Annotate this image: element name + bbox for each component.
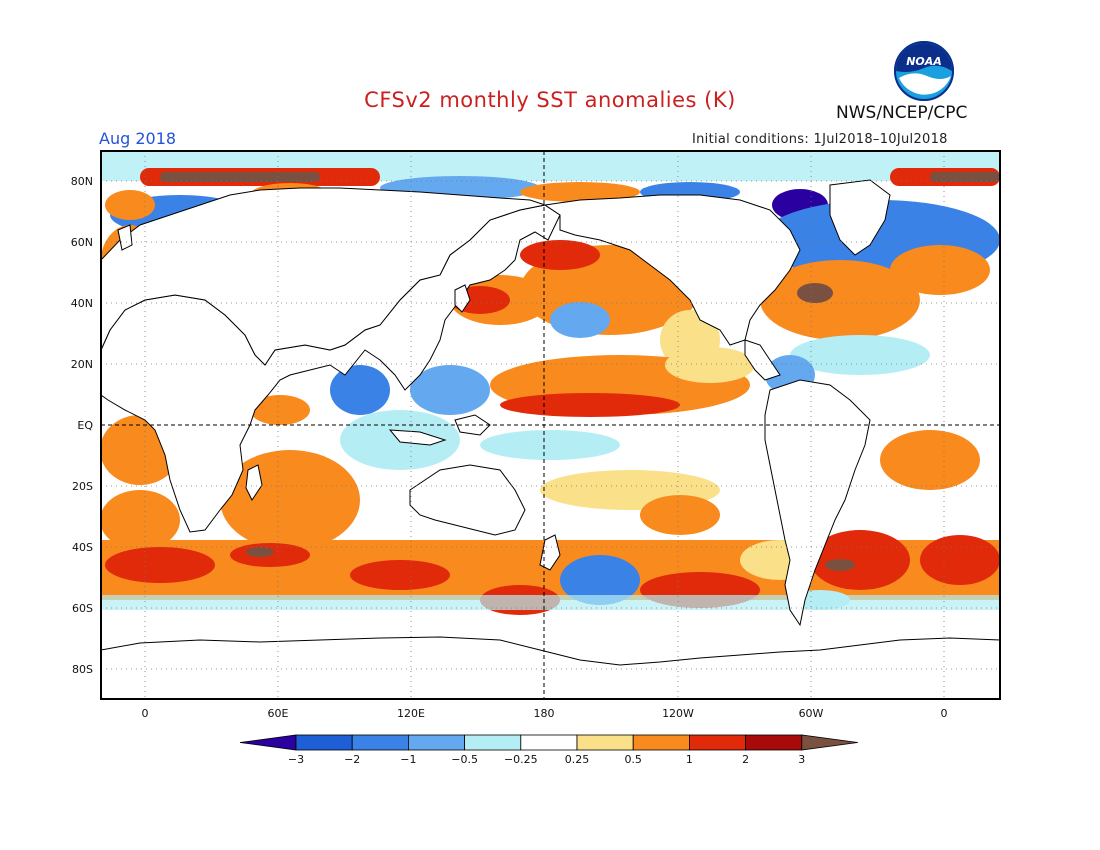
colorbar-label: −3	[288, 753, 304, 766]
colorbar-label: −0.5	[451, 753, 478, 766]
lon-label: 60W	[799, 707, 824, 720]
colorbar-label: −0.25	[504, 753, 538, 766]
colorbar-under-triangle	[239, 734, 297, 751]
colorbar-label: 3	[798, 753, 805, 766]
map-title: CFSv2 monthly SST anomalies (K)	[364, 88, 736, 112]
reference-lines	[101, 151, 1000, 699]
lat-label: 80S	[72, 663, 93, 676]
colorbar-bin	[576, 734, 634, 751]
lon-label: 0	[142, 707, 149, 720]
map-plot-area	[101, 151, 1000, 699]
colorbar-bin	[407, 734, 465, 751]
lat-label: 20N	[71, 358, 93, 371]
colorbar-bin	[295, 734, 353, 751]
initial-conditions: Initial conditions: 1Jul2018–10Jul2018	[692, 132, 948, 147]
lon-axis: 0 60E 120E 180 120W 60W 0	[142, 707, 948, 720]
logo-text: NOAA	[906, 55, 942, 68]
colorbar-bin	[689, 734, 747, 751]
colorbar-bin	[351, 734, 409, 751]
lon-label: 120E	[397, 707, 425, 720]
colorbar-bin	[464, 734, 522, 751]
colorbar: −3 −2 −1 −0.5 −0.25 0.25 0.5 1 2 3	[239, 734, 858, 766]
lat-label: 40N	[71, 297, 93, 310]
lat-label: 60N	[71, 236, 93, 249]
colorbar-over-triangle	[801, 734, 858, 751]
map-frame	[100, 150, 1001, 700]
lat-axis: 80N 60N 40N 20N EQ 20S 40S 60S 80S	[71, 175, 94, 676]
forecast-month: Aug 2018	[99, 129, 177, 148]
noaa-logo-icon: NOAA	[894, 41, 954, 101]
lat-label: EQ	[77, 419, 93, 432]
colorbar-bin	[632, 734, 690, 751]
lon-label: 120W	[662, 707, 694, 720]
colorbar-bin	[520, 734, 578, 751]
landmasses	[101, 179, 1000, 699]
lat-label: 80N	[71, 175, 93, 188]
colorbar-label: −1	[400, 753, 416, 766]
lon-label: 60E	[268, 707, 289, 720]
lon-label: 0	[941, 707, 948, 720]
lat-label: 60S	[72, 602, 93, 615]
colorbar-label: 2	[742, 753, 749, 766]
colorbar-label: −2	[344, 753, 360, 766]
lat-label: 40S	[72, 541, 93, 554]
colorbar-label: 0.25	[565, 753, 590, 766]
agency-label: NWS/NCEP/CPC	[836, 103, 968, 123]
lat-label: 20S	[72, 480, 93, 493]
lon-label: 180	[534, 707, 555, 720]
colorbar-label: 1	[686, 753, 693, 766]
colorbar-bin	[745, 734, 803, 751]
colorbar-label: 0.5	[624, 753, 642, 766]
